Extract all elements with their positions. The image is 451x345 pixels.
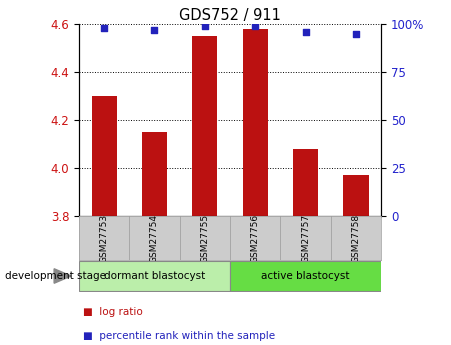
Text: dormant blastocyst: dormant blastocyst [104, 271, 205, 281]
Text: ■  percentile rank within the sample: ■ percentile rank within the sample [83, 332, 276, 341]
Text: development stage: development stage [5, 271, 106, 281]
Text: ■  log ratio: ■ log ratio [83, 307, 143, 317]
Point [201, 23, 208, 29]
Point [302, 29, 309, 34]
Text: active blastocyst: active blastocyst [261, 271, 350, 281]
Title: GDS752 / 911: GDS752 / 911 [179, 8, 281, 23]
Point [101, 25, 108, 31]
Bar [192, 36, 217, 216]
Bar [230, 261, 381, 291]
Point [252, 23, 259, 29]
Bar [243, 29, 268, 216]
Text: GSM27755: GSM27755 [200, 214, 209, 263]
Bar [92, 96, 117, 216]
Text: GSM27757: GSM27757 [301, 214, 310, 263]
Bar [293, 149, 318, 216]
Text: GSM27753: GSM27753 [100, 214, 109, 263]
Bar [343, 175, 368, 216]
Polygon shape [54, 269, 71, 283]
Text: GSM27754: GSM27754 [150, 214, 159, 263]
Bar [142, 132, 167, 216]
Text: GSM27756: GSM27756 [251, 214, 260, 263]
Text: GSM27758: GSM27758 [351, 214, 360, 263]
Bar [79, 261, 230, 291]
Point [151, 27, 158, 33]
Point [352, 31, 359, 37]
